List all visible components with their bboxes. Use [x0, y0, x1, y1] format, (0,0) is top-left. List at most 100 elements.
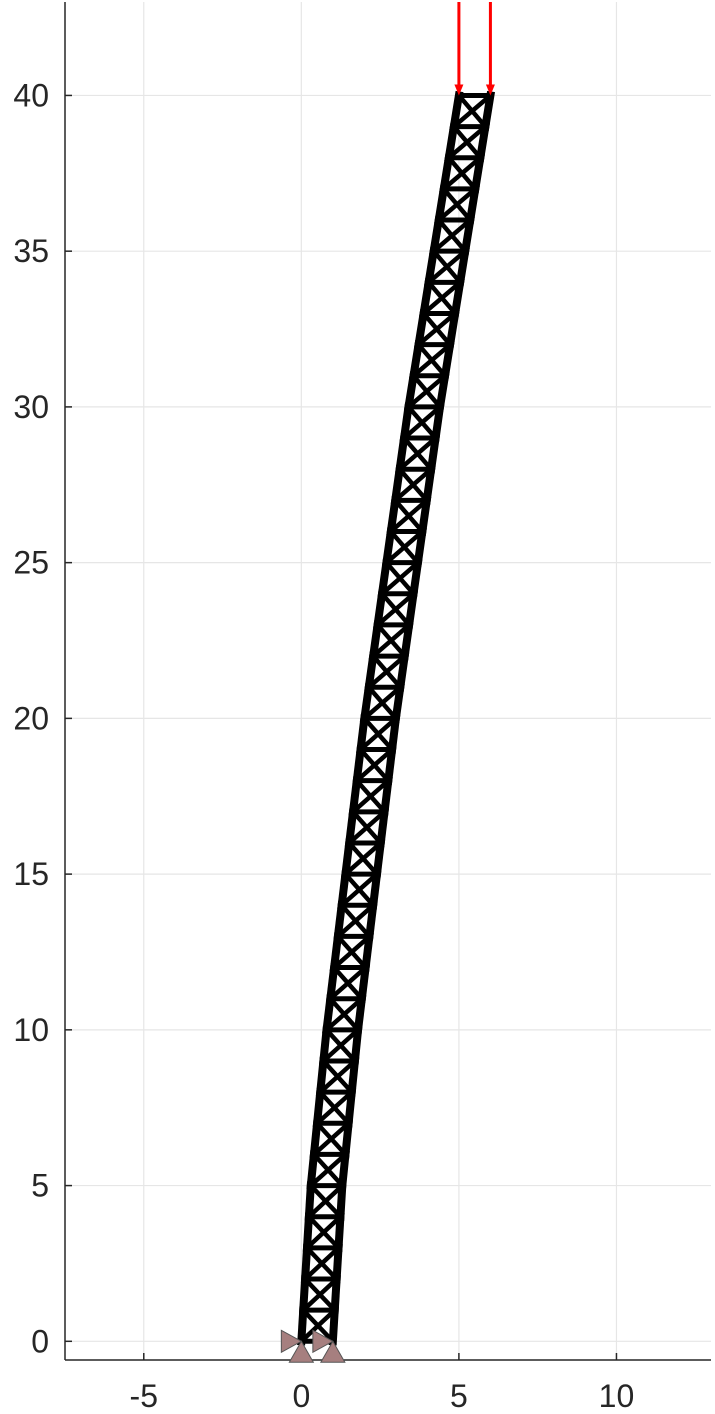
truss-left-chord: [390, 464, 405, 505]
truss-right-chord: [364, 900, 378, 941]
truss-right-chord: [380, 776, 393, 817]
truss-left-chord: [399, 402, 414, 443]
truss-left-chord: [424, 246, 439, 287]
truss-diagonal-member: [405, 403, 439, 442]
y-tick-label: 40: [13, 77, 49, 113]
x-tick-label: 0: [292, 1378, 310, 1414]
truss-diagonal-member: [342, 870, 377, 909]
truss-right-chord: [465, 184, 480, 225]
truss-left-chord: [300, 1243, 312, 1284]
truss-diagonal-member: [430, 248, 464, 286]
y-tick-label: 25: [13, 545, 49, 581]
truss-layer: [297, 90, 496, 1346]
truss-right-chord: [440, 340, 455, 381]
truss-left-chord: [408, 340, 424, 381]
truss-diagonal-member: [357, 746, 392, 784]
truss-right-chord: [353, 994, 367, 1035]
truss-left-chord: [312, 1087, 325, 1128]
truss-diagonal-member: [327, 995, 362, 1034]
truss-diagonal-member: [455, 92, 489, 130]
truss-left-chord: [297, 1305, 308, 1346]
truss-diagonal-member: [320, 1057, 355, 1096]
truss-right-chord: [404, 589, 419, 630]
truss-left-chord: [333, 900, 347, 941]
y-tick-label: 30: [13, 389, 49, 425]
truss-right-chord: [341, 1118, 353, 1159]
truss-right-chord: [417, 495, 432, 537]
truss-left-chord: [329, 931, 343, 973]
truss-right-chord: [387, 713, 401, 754]
truss-left-chord: [325, 963, 339, 1004]
x-tick-label: -5: [130, 1378, 158, 1414]
truss-right-chord: [337, 1150, 350, 1190]
truss-right-chord: [368, 869, 382, 910]
truss-right-chord: [350, 1025, 363, 1066]
truss-diagonal-member: [334, 933, 369, 971]
y-tick-label: 0: [31, 1323, 49, 1359]
support-vertical-triangle: [319, 1340, 346, 1363]
support-horizontal-triangle: [280, 1329, 303, 1354]
truss-left-chord: [364, 651, 378, 692]
truss-diagonal-member: [392, 497, 426, 535]
truss-diagonal-member: [374, 621, 408, 660]
x-tick-label: 5: [450, 1378, 468, 1414]
truss-right-chord: [336, 1181, 347, 1221]
truss-diagonal-member: [330, 964, 366, 1002]
truss-left-chord: [344, 807, 358, 848]
truss-left-chord: [306, 1150, 319, 1190]
y-tick-label: 20: [13, 700, 49, 736]
tick-layer: -5 0 5 10 0 5 10 15 20 25 30 35 40: [13, 77, 634, 1414]
truss-diagonal-member: [425, 279, 459, 317]
truss-left-chord: [348, 776, 362, 817]
truss-left-chord: [403, 371, 419, 412]
truss-diagonal-member: [450, 123, 484, 161]
support-horizontal-triangle: [312, 1329, 334, 1354]
truss-right-chord: [460, 215, 475, 256]
truss-left-chord: [359, 682, 374, 723]
truss-left-chord: [302, 1212, 314, 1253]
truss-right-chord: [422, 464, 436, 505]
grid-layer: [65, 2, 711, 1360]
truss-diagonal-member: [346, 839, 381, 878]
truss-diagonal-member: [353, 777, 388, 815]
truss-diagonal-member: [313, 1120, 349, 1158]
truss-left-chord: [434, 184, 449, 225]
truss-diagonal-member: [307, 1182, 344, 1220]
load-arrow-head: [485, 84, 495, 96]
truss-diagonal-member: [365, 684, 400, 722]
truss-right-chord: [361, 931, 374, 973]
truss-left-chord: [413, 308, 429, 350]
y-tick-label: 15: [13, 856, 49, 892]
truss-right-chord: [435, 371, 450, 412]
truss-right-chord: [450, 277, 465, 319]
truss-diagonal-member: [410, 372, 444, 411]
truss-left-chord: [373, 589, 387, 630]
truss-left-chord: [377, 558, 391, 599]
truss-left-chord: [337, 869, 350, 910]
truss-left-chord: [309, 1118, 322, 1159]
truss-right-chord: [426, 433, 441, 474]
truss-diagonal-member: [440, 185, 474, 224]
truss-right-chord: [372, 838, 386, 879]
truss-right-chord: [455, 246, 470, 287]
truss-left-chord: [322, 994, 335, 1035]
support-layer: [280, 1329, 346, 1363]
truss-left-chord: [298, 1274, 310, 1315]
truss-diagonal-member: [361, 715, 396, 753]
truss-left-chord: [449, 90, 464, 132]
support-vertical-triangle: [288, 1340, 315, 1363]
truss-diagonal-member: [387, 528, 422, 566]
truss-left-chord: [356, 713, 369, 754]
truss-diagonal-member: [303, 1244, 340, 1283]
truss-right-chord: [334, 1212, 345, 1253]
truss-right-chord: [376, 807, 389, 848]
truss-left-chord: [341, 838, 354, 879]
truss-left-chord: [419, 277, 434, 319]
axes-layer: [64, 2, 711, 1361]
truss-right-chord: [344, 1087, 357, 1128]
truss-diagonal-member: [400, 434, 435, 473]
truss-right-chord: [480, 90, 496, 132]
truss-left-chord: [368, 620, 383, 661]
